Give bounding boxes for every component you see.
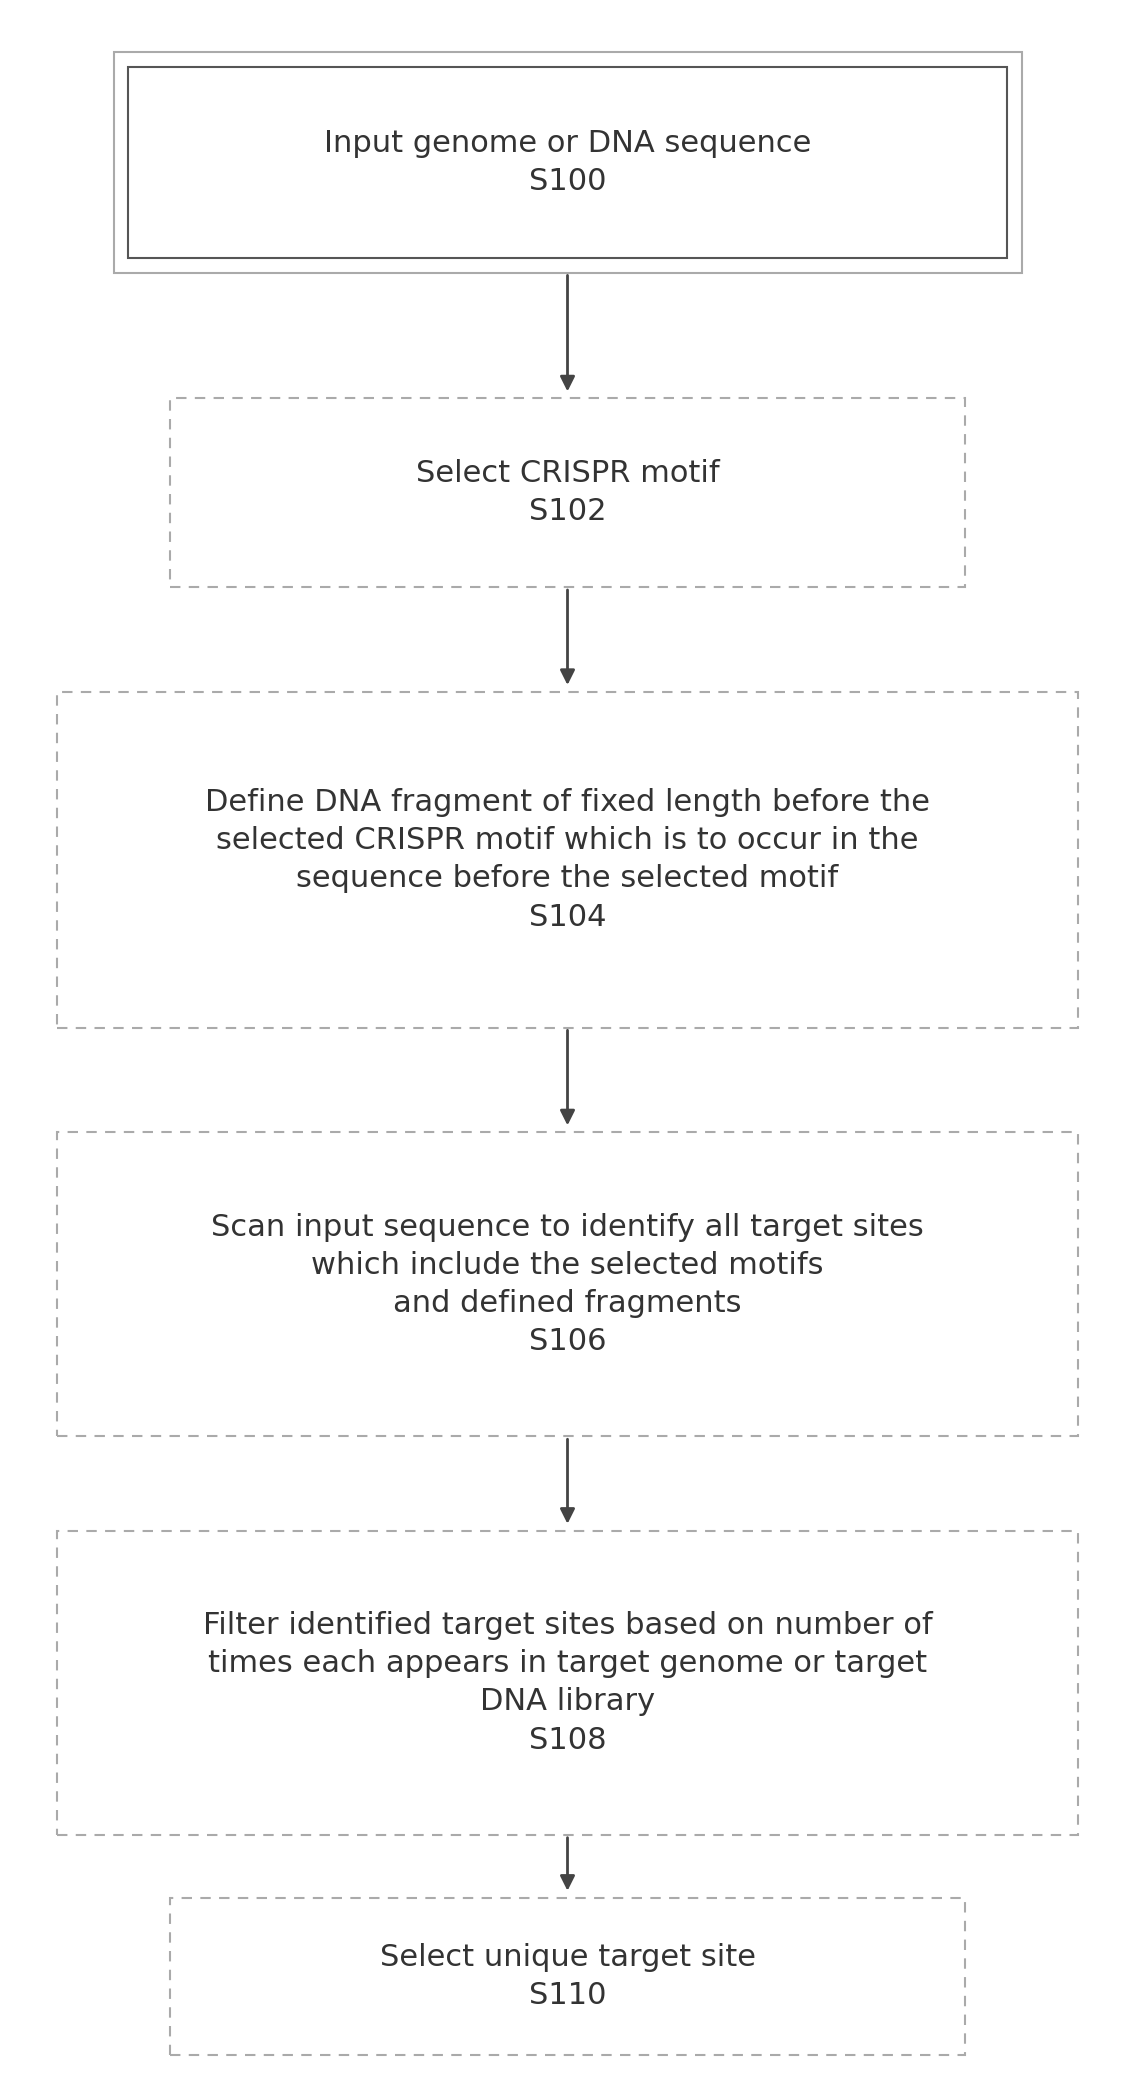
Bar bbox=[128, 67, 1007, 258]
Bar bbox=[57, 1132, 1078, 1436]
Bar bbox=[57, 692, 1078, 1028]
Text: Input genome or DNA sequence
S100: Input genome or DNA sequence S100 bbox=[323, 128, 812, 197]
Bar bbox=[170, 398, 965, 587]
Text: Define DNA fragment of fixed length before the
selected CRISPR motif which is to: Define DNA fragment of fixed length befo… bbox=[205, 788, 930, 931]
Bar bbox=[114, 52, 1022, 273]
Text: Select unique target site
S110: Select unique target site S110 bbox=[379, 1942, 756, 2011]
Text: Scan input sequence to identify all target sites
which include the selected moti: Scan input sequence to identify all targ… bbox=[211, 1212, 924, 1357]
Bar bbox=[57, 1531, 1078, 1835]
Text: Filter identified target sites based on number of
times each appears in target g: Filter identified target sites based on … bbox=[203, 1610, 932, 1755]
Bar bbox=[170, 1898, 965, 2055]
Text: Select CRISPR motif
S102: Select CRISPR motif S102 bbox=[415, 459, 720, 526]
